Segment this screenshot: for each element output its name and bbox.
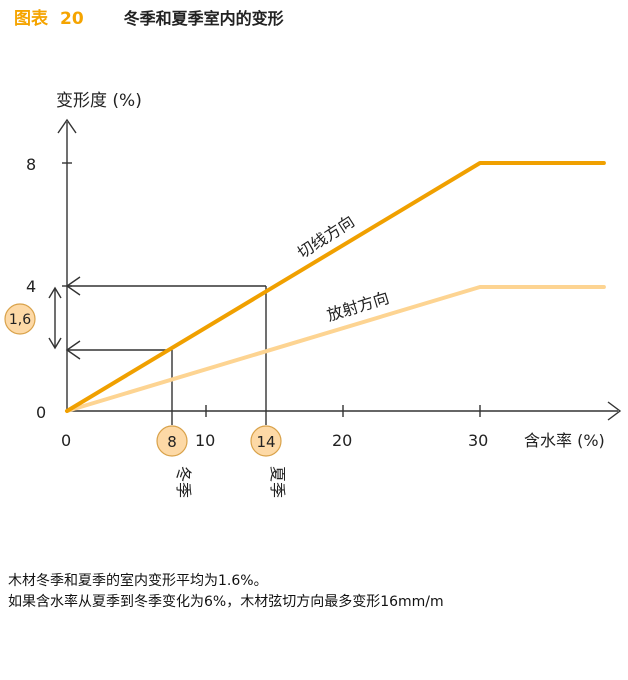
- figure-number: 20: [60, 9, 84, 29]
- y-tick-label-4: 4: [26, 277, 36, 296]
- figure-label: 图表: [14, 9, 48, 29]
- series-line-tangential: [65, 161, 606, 413]
- y-axis-label: 变形度 (%): [56, 91, 142, 111]
- caption-line-2: 如果含水率从夏季到冬季变化为6%，木材弦切方向最多变形16mm/m: [8, 594, 444, 610]
- x-axis-label: 含水率 (%): [524, 431, 605, 450]
- figure-title: 冬季和夏季室内的变形: [123, 9, 284, 28]
- summer-x-circle: [250, 425, 282, 457]
- x-tick-label-30: 30: [468, 431, 488, 450]
- summer-guide-arrowhead: [65, 276, 81, 296]
- caption-line-1: 木材冬季和夏季的室内变形平均为1.6%。: [8, 573, 268, 589]
- y-tick-label-0: 0: [36, 403, 46, 422]
- winter-label: 冬季: [174, 466, 193, 498]
- summer-x-circle-label: 14: [256, 433, 275, 451]
- winter-x-circle: [156, 425, 188, 457]
- delta-bracket-top-arrowhead: [48, 286, 62, 299]
- x-tick-label-10: 10: [195, 431, 215, 450]
- series-label-radial: 放射方向: [325, 288, 392, 325]
- series-line-radial: [65, 285, 606, 413]
- summer-label: 夏季: [268, 466, 287, 498]
- y-tick-label-8: 8: [26, 155, 36, 174]
- caption: 木材冬季和夏季的室内变形平均为1.6%。 如果含水率从夏季到冬季变化为6%，木材…: [8, 571, 444, 613]
- y-axis-arrow: [57, 118, 77, 134]
- deformation-chart: 变形度 (%) 含水率 (%) 8 4 0 0 10 20 30 切线方向 放射…: [4, 91, 622, 498]
- x-tick-label-0: 0: [61, 431, 71, 450]
- winter-guide-arrowhead: [65, 340, 81, 360]
- x-tick-label-20: 20: [332, 431, 352, 450]
- delta-circle: [4, 303, 36, 335]
- delta-circle-label: 1,6: [9, 312, 31, 328]
- delta-bracket-bottom-arrowhead: [48, 337, 62, 350]
- figure-header: 图表 20 冬季和夏季室内的变形: [14, 4, 284, 30]
- x-axis-arrow: [607, 401, 622, 421]
- winter-x-circle-label: 8: [167, 433, 177, 451]
